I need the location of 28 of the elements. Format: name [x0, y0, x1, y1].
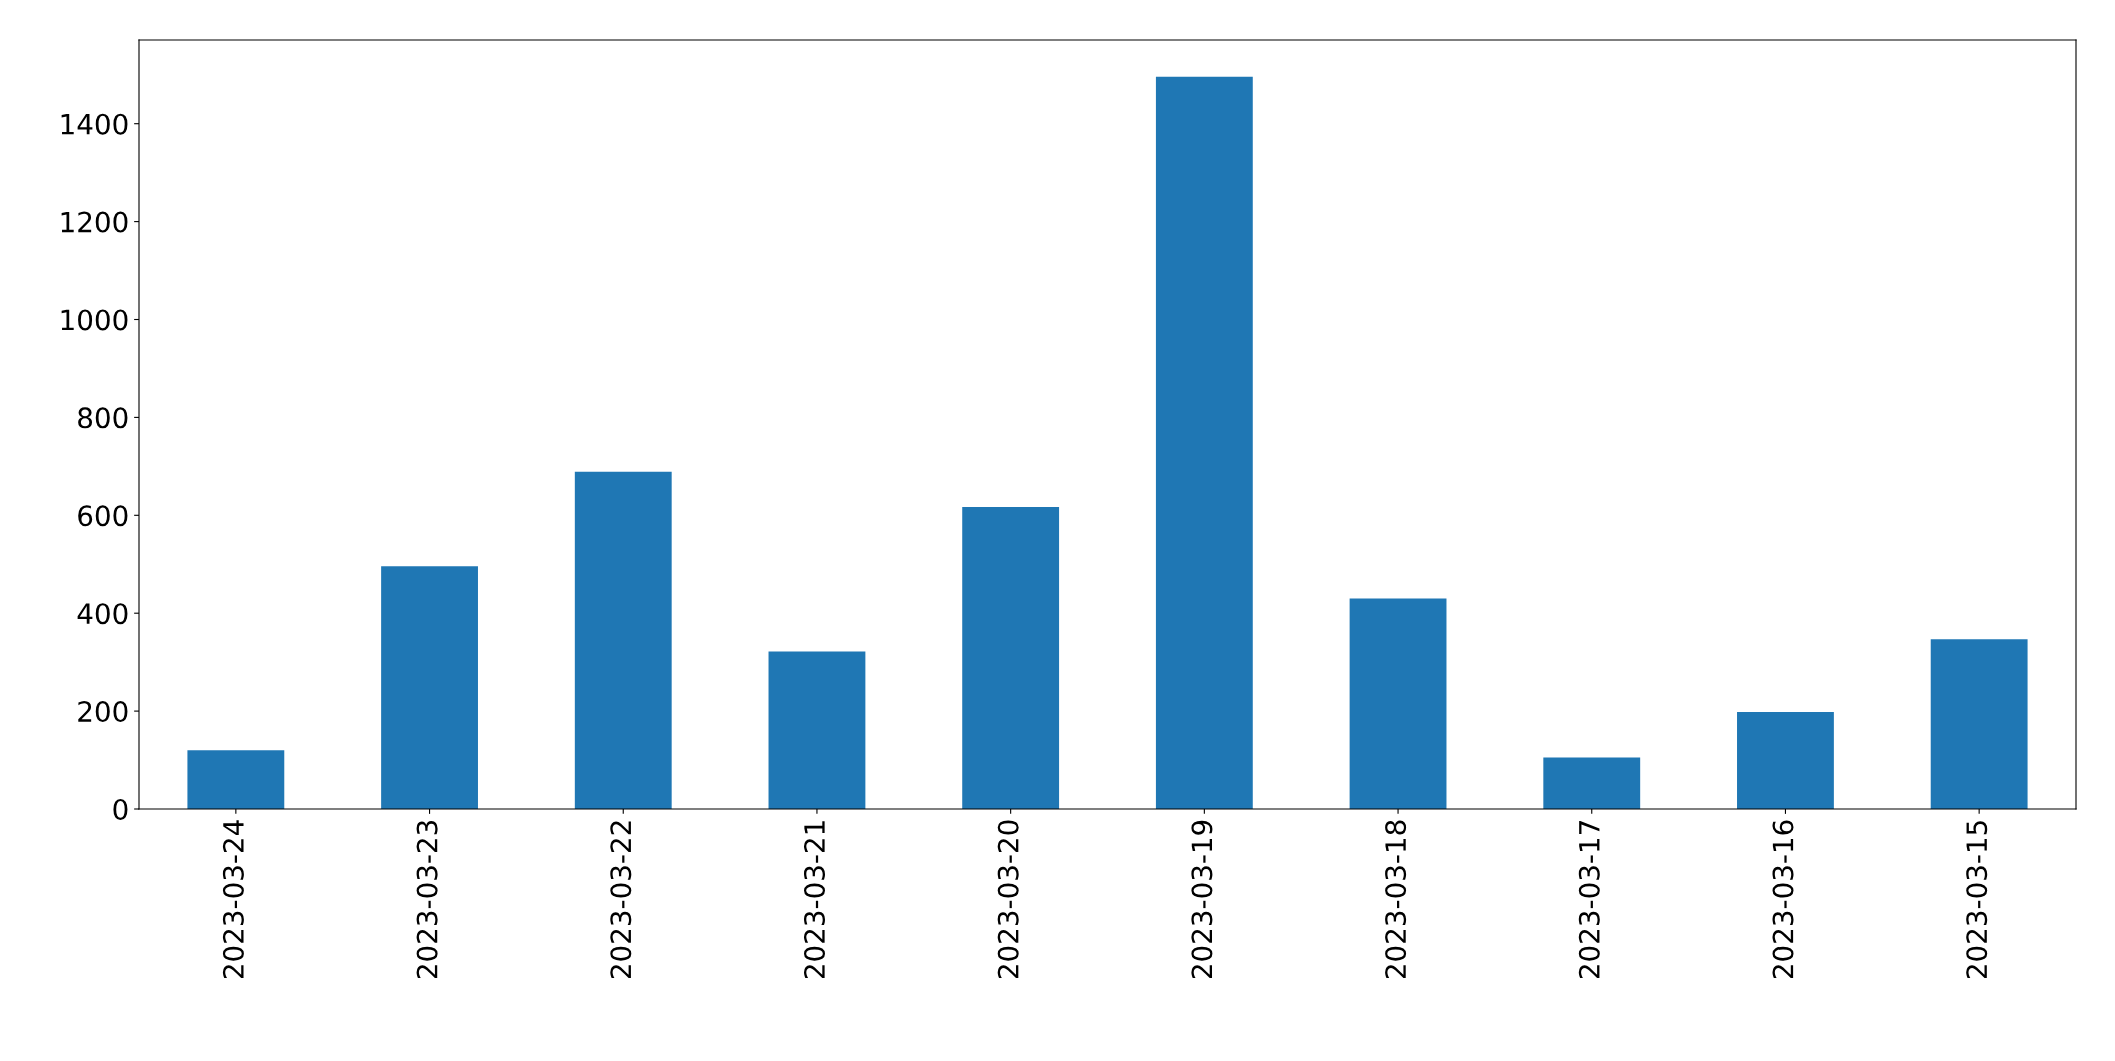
x-tick-label: 2023-03-20	[997, 820, 1019, 979]
x-tick-label: 2023-03-16	[1772, 820, 1794, 979]
x-tick-label: 2023-03-24	[222, 820, 244, 979]
x-tick-label: 2023-03-19	[1191, 820, 1213, 979]
x-tick-label: 2023-03-17	[1578, 821, 1600, 979]
y-tick-label: 0	[113, 798, 128, 820]
bar	[574, 471, 672, 809]
y-tick-label: 1400	[61, 113, 128, 135]
y-tick-label: 600	[78, 505, 128, 527]
x-tick-label: 2023-03-21	[804, 821, 826, 979]
bar	[1737, 712, 1834, 809]
bar	[1155, 76, 1253, 809]
x-tick-label: 2023-03-22	[610, 821, 632, 979]
y-tick-label: 1000	[61, 309, 128, 331]
bar	[962, 506, 1060, 809]
y-tick-label: 200	[78, 701, 128, 723]
x-tick-label: 2023-03-15	[1966, 821, 1988, 979]
bar	[187, 750, 285, 809]
x-tick-label: 2023-03-18	[1385, 820, 1407, 979]
bar	[1543, 757, 1641, 809]
bar	[381, 566, 478, 809]
bar	[1349, 598, 1447, 809]
y-tick-label: 400	[77, 603, 128, 625]
x-tick-label: 2023-03-23	[416, 820, 438, 979]
y-tick-label: 800	[78, 407, 128, 429]
y-tick-label: 1200	[61, 211, 128, 233]
bar	[1930, 639, 2028, 809]
bar	[768, 651, 866, 809]
